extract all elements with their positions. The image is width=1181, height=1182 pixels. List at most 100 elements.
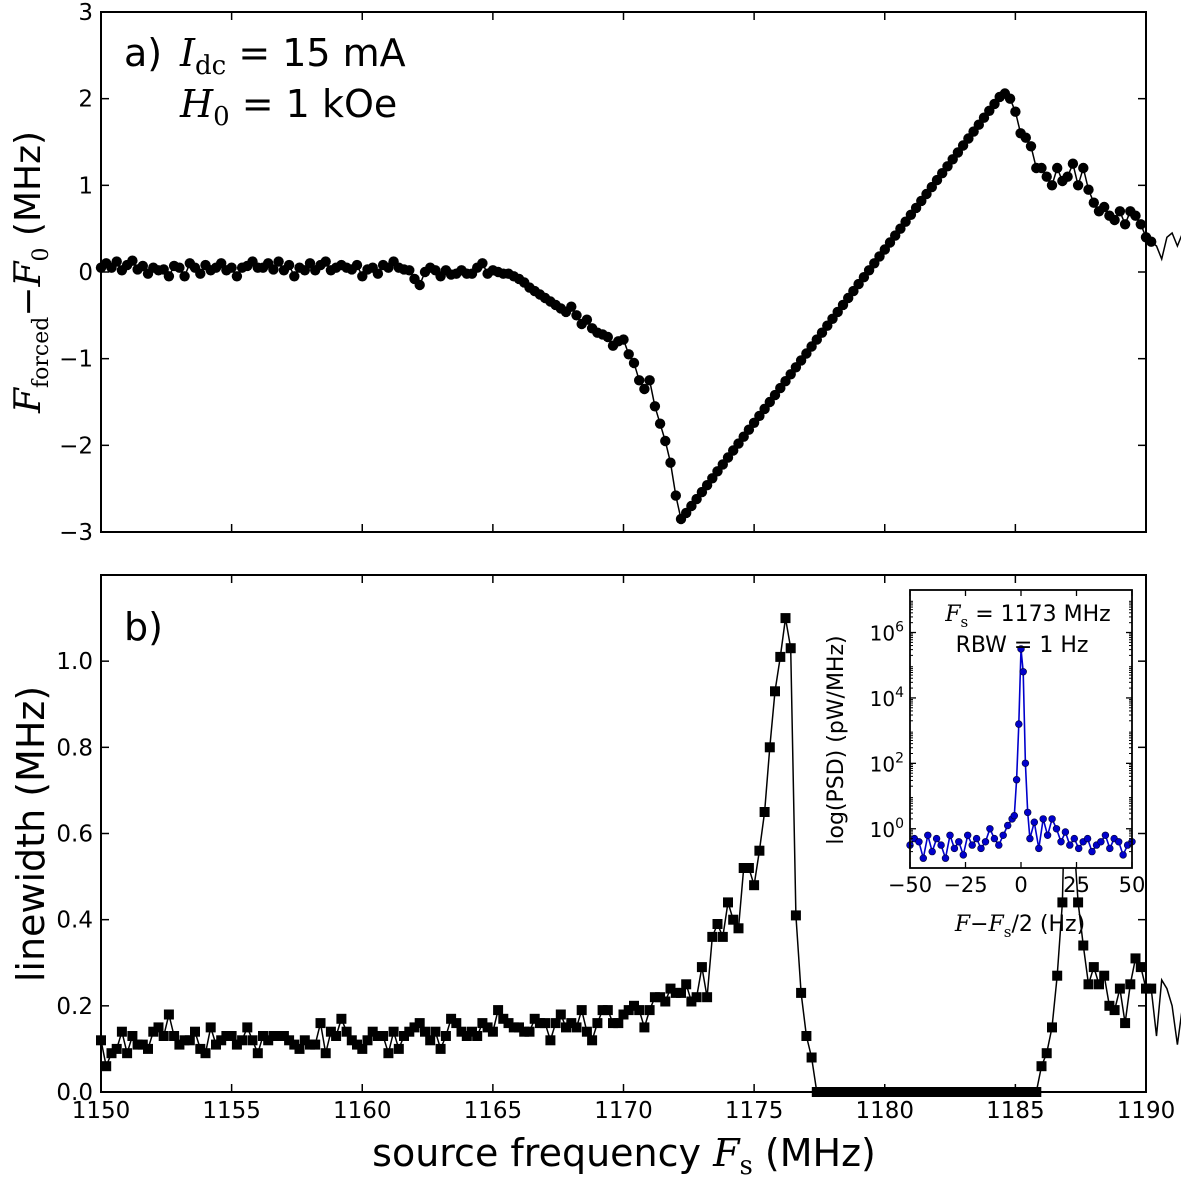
- panel-b-point: [446, 1013, 457, 1024]
- panel-b-point: [587, 1035, 598, 1046]
- inset-point: [986, 825, 994, 833]
- inset-point: [1097, 838, 1105, 846]
- inset-point: [1066, 841, 1074, 849]
- panel-a-point: [1041, 171, 1052, 182]
- panel-b-point: [571, 1022, 582, 1033]
- panel-a-point: [649, 401, 661, 412]
- panel-b-point: [184, 1035, 195, 1046]
- panel-b-point: [770, 686, 780, 697]
- annotation-line2-var: H: [179, 82, 214, 126]
- panel-b-point: [111, 1043, 122, 1054]
- ylabel-minus: −: [8, 287, 49, 317]
- annotation-line1-var: I: [179, 31, 196, 75]
- panel-b-point: [440, 1031, 451, 1041]
- panel-b-point: [534, 1018, 545, 1029]
- inset-point: [1026, 834, 1034, 843]
- panel-b-point: [702, 992, 713, 1003]
- panel-b-point: [806, 1052, 817, 1063]
- inset-point: [995, 841, 1003, 849]
- panel-b-point: [383, 1048, 394, 1059]
- panel-a-point: [289, 271, 300, 282]
- inset-point: [999, 831, 1007, 839]
- inset-point: [1070, 834, 1079, 843]
- panel-b-point: [289, 1039, 300, 1050]
- panel-b-point: [623, 1005, 634, 1016]
- panel-b-point: [278, 1031, 289, 1041]
- panel-a-point: [1099, 201, 1110, 213]
- panel-b-point: [775, 651, 786, 662]
- panel-b-ytick-label: 0.2: [56, 994, 93, 1020]
- panel-b-point: [101, 1061, 112, 1072]
- panel-b-point: [122, 1048, 133, 1059]
- inset-point: [1019, 668, 1027, 676]
- inset-point: [1088, 847, 1096, 856]
- inset-point: [1057, 838, 1065, 846]
- panel-b-point: [200, 1048, 211, 1059]
- panel-b-point: [1057, 897, 1068, 908]
- panel-b-axes: 0.0 0.2 0.4 0.6 0.8 1.0 1150 1155 1160 1165 1170 11…: [56, 575, 1175, 1124]
- inset-xtick-label: 25: [1063, 873, 1090, 897]
- panel-b-point: [764, 742, 775, 753]
- panel-b-point: [1120, 1018, 1131, 1029]
- panel-a-point: [581, 314, 593, 325]
- panel-b-point: [378, 1031, 389, 1041]
- panel-a-point: [1004, 93, 1016, 104]
- annotation-line1-sub: dc: [195, 51, 226, 81]
- panel-a-series-line: [100, 92, 1181, 521]
- panel-b-point: [399, 1031, 409, 1041]
- panel-b-point: [430, 1026, 441, 1037]
- panel-b-point: [294, 1043, 305, 1054]
- panel-b-point: [284, 1035, 295, 1046]
- xlabel-sub: s: [739, 1151, 752, 1181]
- inset-point: [1061, 828, 1070, 836]
- panel-b-point: [158, 1031, 169, 1041]
- panel-b-point: [451, 1018, 462, 1029]
- panel-b-point: [1078, 940, 1089, 951]
- panel-b-point: [629, 1000, 639, 1011]
- panel-a-ytick-label: 3: [78, 0, 93, 26]
- panel-a-point: [644, 375, 655, 386]
- panel-b-point: [305, 1039, 315, 1050]
- panel-b-point: [346, 1035, 357, 1046]
- inset-point: [1039, 815, 1047, 823]
- panel-b-xtick-label: 1160: [333, 1098, 392, 1124]
- panel-a-point: [1072, 180, 1084, 191]
- inset-point: [928, 847, 936, 856]
- panel-b-point: [733, 923, 744, 934]
- inset-annotation-line1: Fs = 1173 MHz: [944, 602, 1110, 631]
- panel-b-point: [169, 1031, 180, 1041]
- inset-point: [941, 854, 950, 862]
- panel-a-label: a): [124, 31, 162, 75]
- panel-b-point: [801, 1031, 812, 1041]
- panel-b-label: b): [124, 605, 163, 649]
- panel-b-ytick-label: 1.0: [56, 649, 93, 675]
- panel-a-point: [137, 260, 148, 272]
- panel-a-point: [1083, 184, 1094, 195]
- panel-b-point: [576, 1005, 587, 1016]
- panel-b-point: [268, 1031, 279, 1041]
- inset-xlabel-var1: F: [954, 912, 971, 937]
- panel-b-point: [545, 1035, 556, 1046]
- panel-b-point: [467, 1026, 477, 1037]
- panel-b-point: [425, 1035, 436, 1046]
- inset-point: [1106, 844, 1114, 853]
- panel-b-point: [498, 1013, 509, 1024]
- panel-b-ytick-label: 0.4: [56, 908, 93, 934]
- panel-b-point: [299, 1035, 310, 1046]
- panel-a-point: [111, 256, 122, 267]
- inset-point: [1010, 811, 1018, 820]
- panel-a-point: [1052, 162, 1063, 174]
- panel-b-point: [388, 1026, 399, 1037]
- panel-b-point: [252, 1048, 263, 1059]
- panel-b-point: [597, 1005, 608, 1016]
- panel-a-ytick-label: 0: [78, 260, 93, 286]
- panel-b-point: [1146, 983, 1157, 994]
- panel-a-annotation-line1: Idc = 15 mA: [179, 31, 406, 81]
- panel-b-point: [493, 1005, 504, 1016]
- inset-point: [1043, 831, 1052, 839]
- panel-b-point: [404, 1026, 415, 1037]
- xlabel-unit: (MHz): [753, 1131, 876, 1175]
- inset-point: [1003, 821, 1012, 830]
